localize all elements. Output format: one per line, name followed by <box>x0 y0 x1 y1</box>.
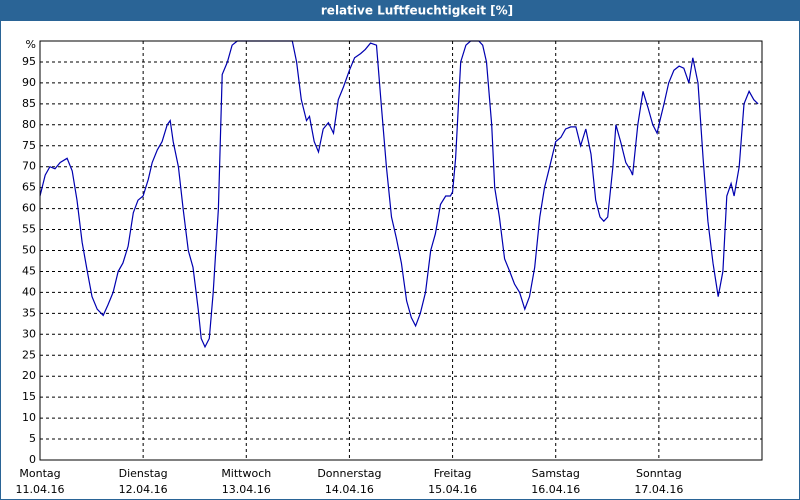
y-tick-label: 40 <box>22 285 36 298</box>
labels: 0 5 10 15 20 25 30 35 40 45 50 55 60 65 70 75 80 85 90 95% M… <box>16 38 684 496</box>
title-bar <box>0 0 800 21</box>
x-tick-label: Mittwoch <box>221 467 271 480</box>
y-tick-label: 0 <box>29 453 36 466</box>
y-tick-label: 60 <box>22 202 36 215</box>
y-tick-label: 50 <box>22 244 36 257</box>
humidity-line <box>39 40 759 349</box>
y-tick-label: 55 <box>22 223 36 236</box>
x-tick-date: 15.04.16 <box>428 483 477 496</box>
y-tick-label: 15 <box>22 390 36 403</box>
y-tick-label: 95 <box>22 55 36 68</box>
x-tick-label: Donnerstag <box>317 467 381 480</box>
x-tick-date: 17.04.16 <box>634 483 683 496</box>
y-tick-label: 10 <box>22 411 36 424</box>
y-tick-label: 30 <box>22 327 36 340</box>
y-tick-label: 85 <box>22 97 36 110</box>
plot-frame <box>39 40 763 461</box>
x-tick-date: 13.04.16 <box>222 483 271 496</box>
y-tick-label: 45 <box>22 264 36 277</box>
chart-title: relative Luftfeuchtigkeit [%] <box>321 4 513 18</box>
plot <box>39 40 763 461</box>
x-tick-date: 14.04.16 <box>325 483 374 496</box>
y-tick-label: 80 <box>22 118 36 131</box>
y-tick-label: 90 <box>22 76 36 89</box>
x-tick-label: Dienstag <box>119 467 168 480</box>
y-tick-label: 65 <box>22 181 36 194</box>
x-tick-label: Freitag <box>434 467 472 480</box>
y-tick-label: 5 <box>29 432 36 445</box>
y-tick-label: 20 <box>22 369 36 382</box>
x-tick-date: 11.04.16 <box>16 483 65 496</box>
x-tick-label: Montag <box>19 467 60 480</box>
y-tick-label: 70 <box>22 160 36 173</box>
x-tick-date: 12.04.16 <box>119 483 168 496</box>
y-tick-label: 25 <box>22 348 36 361</box>
y-tick-label: 35 <box>22 306 36 319</box>
grid <box>39 40 762 461</box>
x-tick-label: Samstag <box>532 467 580 480</box>
x-tick-label: Sonntag <box>636 467 682 480</box>
y-tick-label: % <box>26 38 36 51</box>
x-tick-date: 16.04.16 <box>531 483 580 496</box>
y-tick-label: 75 <box>22 139 36 152</box>
